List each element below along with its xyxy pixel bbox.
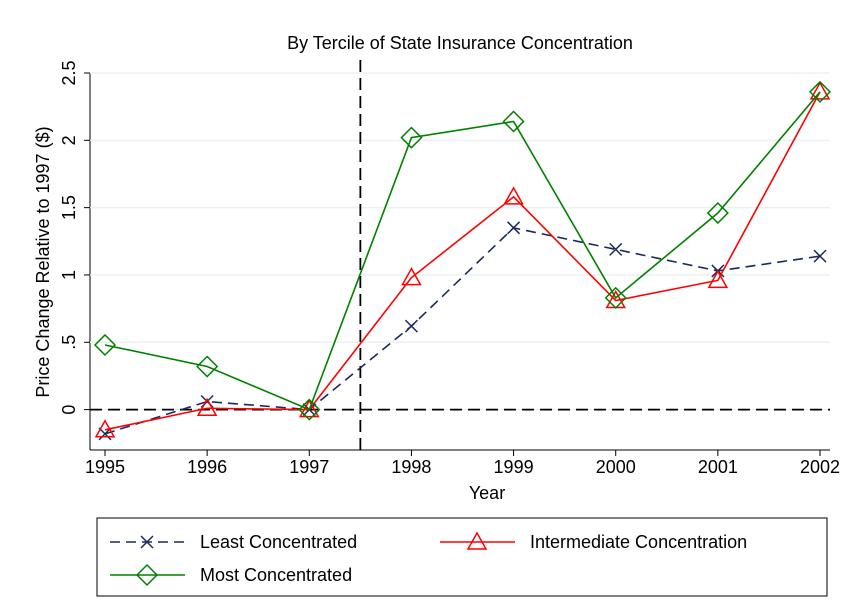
y-tick-label: 2 — [59, 135, 79, 145]
marker — [298, 398, 321, 421]
y-tick-label: 2.5 — [59, 60, 79, 85]
legend-label: Least Concentrated — [200, 532, 357, 552]
x-tick-label: 1999 — [494, 457, 534, 477]
x-tick-label: 2000 — [596, 457, 636, 477]
x-tick-label: 1997 — [289, 457, 329, 477]
x-tick-label: 1995 — [85, 457, 125, 477]
marker — [813, 249, 827, 263]
x-tick-label: 1998 — [391, 457, 431, 477]
legend-label: Most Concentrated — [200, 565, 352, 585]
y-axis-title: Price Change Relative to 1997 ($) — [33, 126, 53, 397]
marker — [400, 126, 423, 149]
marker — [503, 186, 524, 205]
marker — [93, 333, 117, 357]
series-line — [104, 91, 821, 431]
y-tick-label: 0 — [59, 405, 79, 415]
y-tick-label: .5 — [59, 335, 79, 350]
marker — [507, 221, 521, 235]
marker — [706, 201, 729, 225]
marker — [707, 269, 729, 289]
marker — [98, 427, 112, 441]
marker — [604, 286, 627, 309]
x-axis-title: Year — [469, 483, 505, 503]
marker — [404, 319, 418, 333]
x-tick-label: 2001 — [698, 457, 738, 477]
marker — [196, 355, 219, 378]
marker — [502, 110, 525, 133]
marker — [196, 397, 218, 417]
series-line — [104, 91, 821, 411]
marker — [94, 419, 116, 438]
series-line — [104, 226, 821, 435]
chart-subtitle: By Tercile of State Insurance Concentrat… — [287, 33, 633, 53]
marker — [609, 242, 623, 256]
legend-label: Intermediate Concentration — [530, 532, 747, 552]
marker — [808, 80, 832, 103]
x-tick-label: 2002 — [800, 457, 840, 477]
legend-box — [96, 517, 828, 597]
legend-marker — [466, 531, 488, 550]
legend-marker — [135, 563, 159, 587]
marker — [299, 399, 320, 418]
marker — [401, 267, 422, 286]
x-tick-label: 1996 — [187, 457, 227, 477]
y-tick-label: 1.5 — [59, 195, 79, 220]
y-tick-label: 1 — [59, 270, 79, 280]
legend-marker — [140, 535, 154, 549]
marker — [809, 81, 831, 100]
